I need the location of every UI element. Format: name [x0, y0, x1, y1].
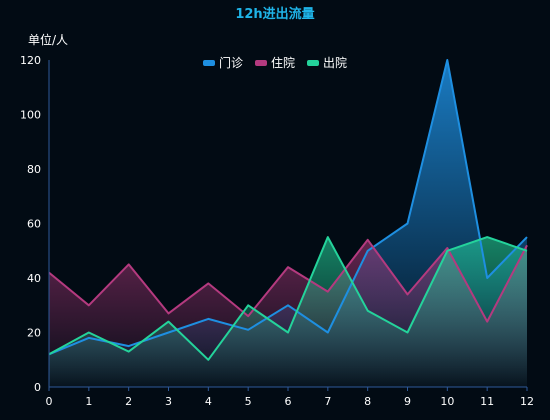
legend-item-discharge[interactable]: 出院: [307, 54, 347, 71]
legend-swatch-inpatient: [254, 59, 267, 66]
legend-item-outpatient[interactable]: 门诊: [202, 54, 243, 71]
series-area-2: [49, 237, 527, 387]
y-tick-label: 120: [20, 54, 41, 67]
x-tick-label: 1: [85, 395, 92, 408]
chart-title: 12h进出流量: [235, 7, 315, 22]
legend-swatch-outpatient: [202, 59, 215, 66]
x-tick-label: 2: [125, 395, 132, 408]
legend-label-inpatient: 住院: [270, 56, 295, 70]
x-tick-label: 12: [520, 395, 534, 408]
y-tick-label: 100: [20, 109, 41, 122]
chart-legend: 门诊 住院 出院: [0, 54, 550, 71]
legend-swatch-discharge: [307, 59, 319, 66]
legend-label-discharge: 出院: [323, 56, 348, 70]
y-tick-label: 80: [27, 163, 41, 176]
x-tick-label: 6: [285, 395, 292, 408]
y-tick-label: 20: [27, 327, 41, 340]
x-tick-label: 0: [46, 395, 53, 408]
x-tick-label: 10: [440, 395, 454, 408]
x-tick-label: 8: [364, 395, 371, 408]
x-tick-label: 3: [165, 395, 172, 408]
x-tick-label: 11: [480, 395, 494, 408]
legend-label-outpatient: 门诊: [218, 56, 243, 70]
x-tick-label: 4: [205, 395, 212, 408]
legend-item-inpatient[interactable]: 住院: [254, 54, 295, 71]
y-tick-label: 0: [34, 381, 41, 394]
y-axis-unit-label: 单位/人: [28, 33, 69, 47]
x-tick-label: 5: [245, 395, 252, 408]
x-tick-label: 7: [324, 395, 331, 408]
y-tick-label: 40: [27, 272, 41, 285]
x-tick-label: 9: [404, 395, 411, 408]
y-tick-label: 60: [27, 218, 41, 231]
